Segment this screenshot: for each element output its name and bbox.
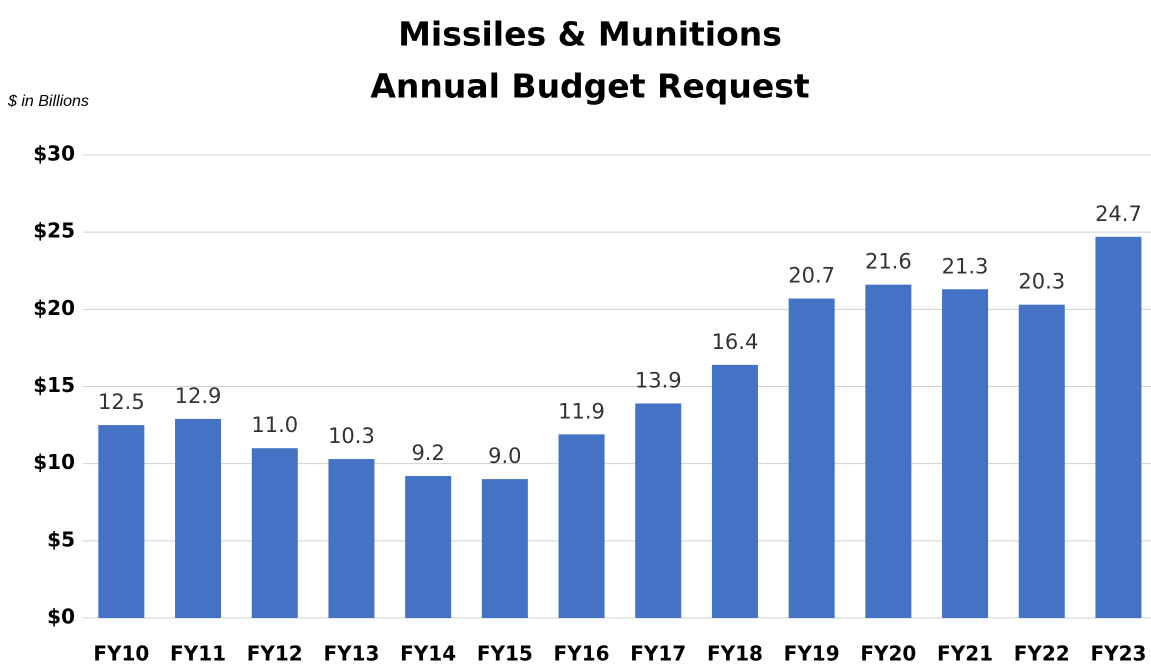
x-tick-label: FY18 (707, 642, 763, 666)
y-tick-label: $25 (33, 219, 75, 243)
x-tick-label: FY10 (93, 642, 149, 666)
bar (405, 476, 452, 618)
bar (558, 434, 605, 618)
data-label: 13.9 (635, 368, 682, 392)
x-tick-label: FY22 (1014, 642, 1070, 666)
bar (481, 479, 528, 618)
y-tick-label: $20 (33, 296, 75, 320)
y-tick-label: $15 (33, 373, 75, 397)
chart-subtitle: $ in Billions (7, 93, 89, 110)
bar (328, 459, 375, 618)
bar (1018, 304, 1065, 618)
bar (711, 364, 758, 618)
data-label: 12.5 (98, 390, 145, 414)
y-tick-label: $10 (33, 450, 75, 474)
chart-title: Annual Budget Request (370, 67, 810, 106)
bar (865, 284, 912, 618)
chart-title: Missiles & Munitions (398, 15, 782, 54)
data-label: 20.3 (1018, 270, 1065, 294)
x-tick-label: FY12 (247, 642, 303, 666)
x-tick-label: FY20 (860, 642, 916, 666)
y-tick-label: $0 (47, 605, 75, 629)
data-label: 12.9 (175, 384, 222, 408)
data-label: 16.4 (712, 330, 759, 354)
bar (98, 425, 145, 618)
data-label: 10.3 (328, 424, 375, 448)
data-label: 21.6 (865, 250, 912, 274)
bar (635, 403, 682, 618)
bar (788, 298, 835, 618)
x-tick-label: FY14 (400, 642, 456, 666)
data-label: 9.2 (411, 441, 444, 465)
data-label: 20.7 (788, 264, 835, 288)
bar (175, 418, 222, 618)
x-tick-label: FY19 (784, 642, 840, 666)
y-tick-label: $30 (33, 142, 75, 166)
x-tick-label: FY17 (630, 642, 686, 666)
data-label: 11.0 (251, 413, 298, 437)
x-tick-label: FY15 (477, 642, 533, 666)
x-tick-label: FY16 (554, 642, 610, 666)
x-tick-label: FY21 (937, 642, 993, 666)
bar (1095, 236, 1142, 618)
x-tick-label: FY13 (323, 642, 379, 666)
y-tick-label: $5 (47, 527, 75, 551)
bar (251, 448, 298, 618)
data-label: 9.0 (488, 444, 521, 468)
data-label: 11.9 (558, 399, 605, 423)
x-tick-label: FY11 (170, 642, 226, 666)
bar (942, 289, 989, 618)
x-tick-label: FY23 (1090, 642, 1146, 666)
data-label: 21.3 (942, 254, 989, 278)
data-label: 24.7 (1095, 202, 1142, 226)
